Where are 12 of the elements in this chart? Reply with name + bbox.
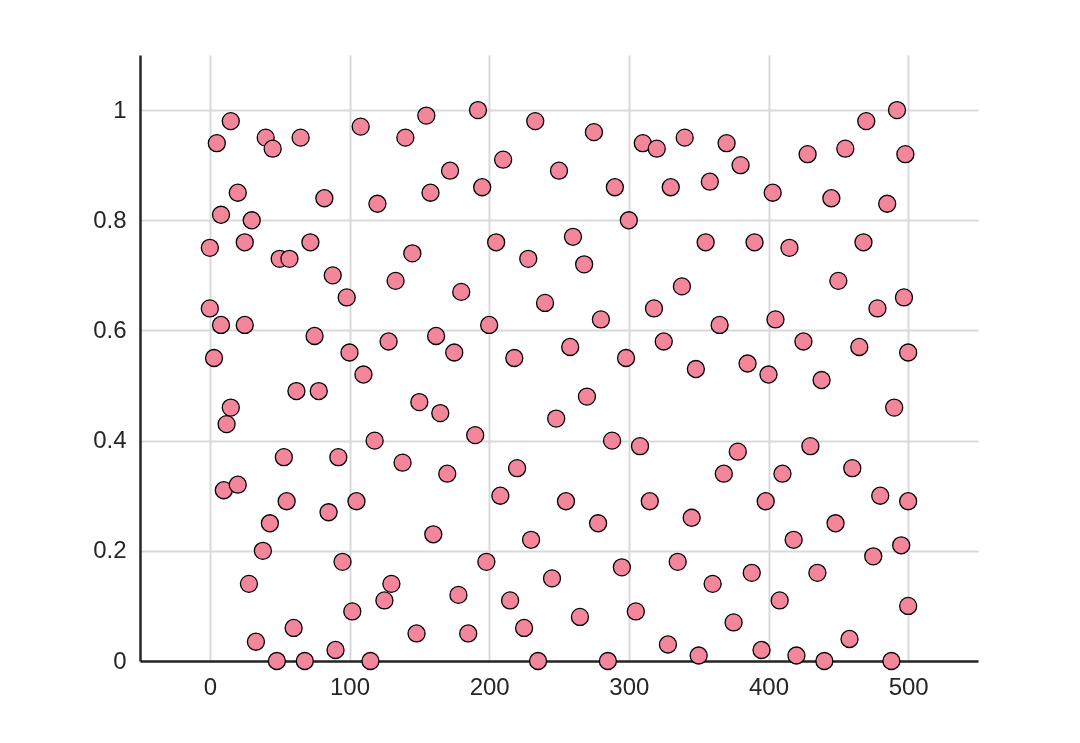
x-tick-label: 100 <box>329 672 371 700</box>
y-tick-label: 0.2 <box>93 536 127 564</box>
y-tick-label: 0.8 <box>93 205 127 233</box>
x-tick-label: 200 <box>469 672 510 700</box>
y-tick-label: 1 <box>113 95 127 123</box>
x-tick-label: 400 <box>748 672 790 700</box>
x-tick-label: 0 <box>203 672 218 700</box>
y-tick-label: 0.4 <box>93 426 127 454</box>
x-tick-label: 500 <box>888 672 929 700</box>
y-tick-label: 0.6 <box>93 315 127 343</box>
y-tick-label: 0 <box>113 646 127 674</box>
x-tick-label: 300 <box>609 672 650 700</box>
